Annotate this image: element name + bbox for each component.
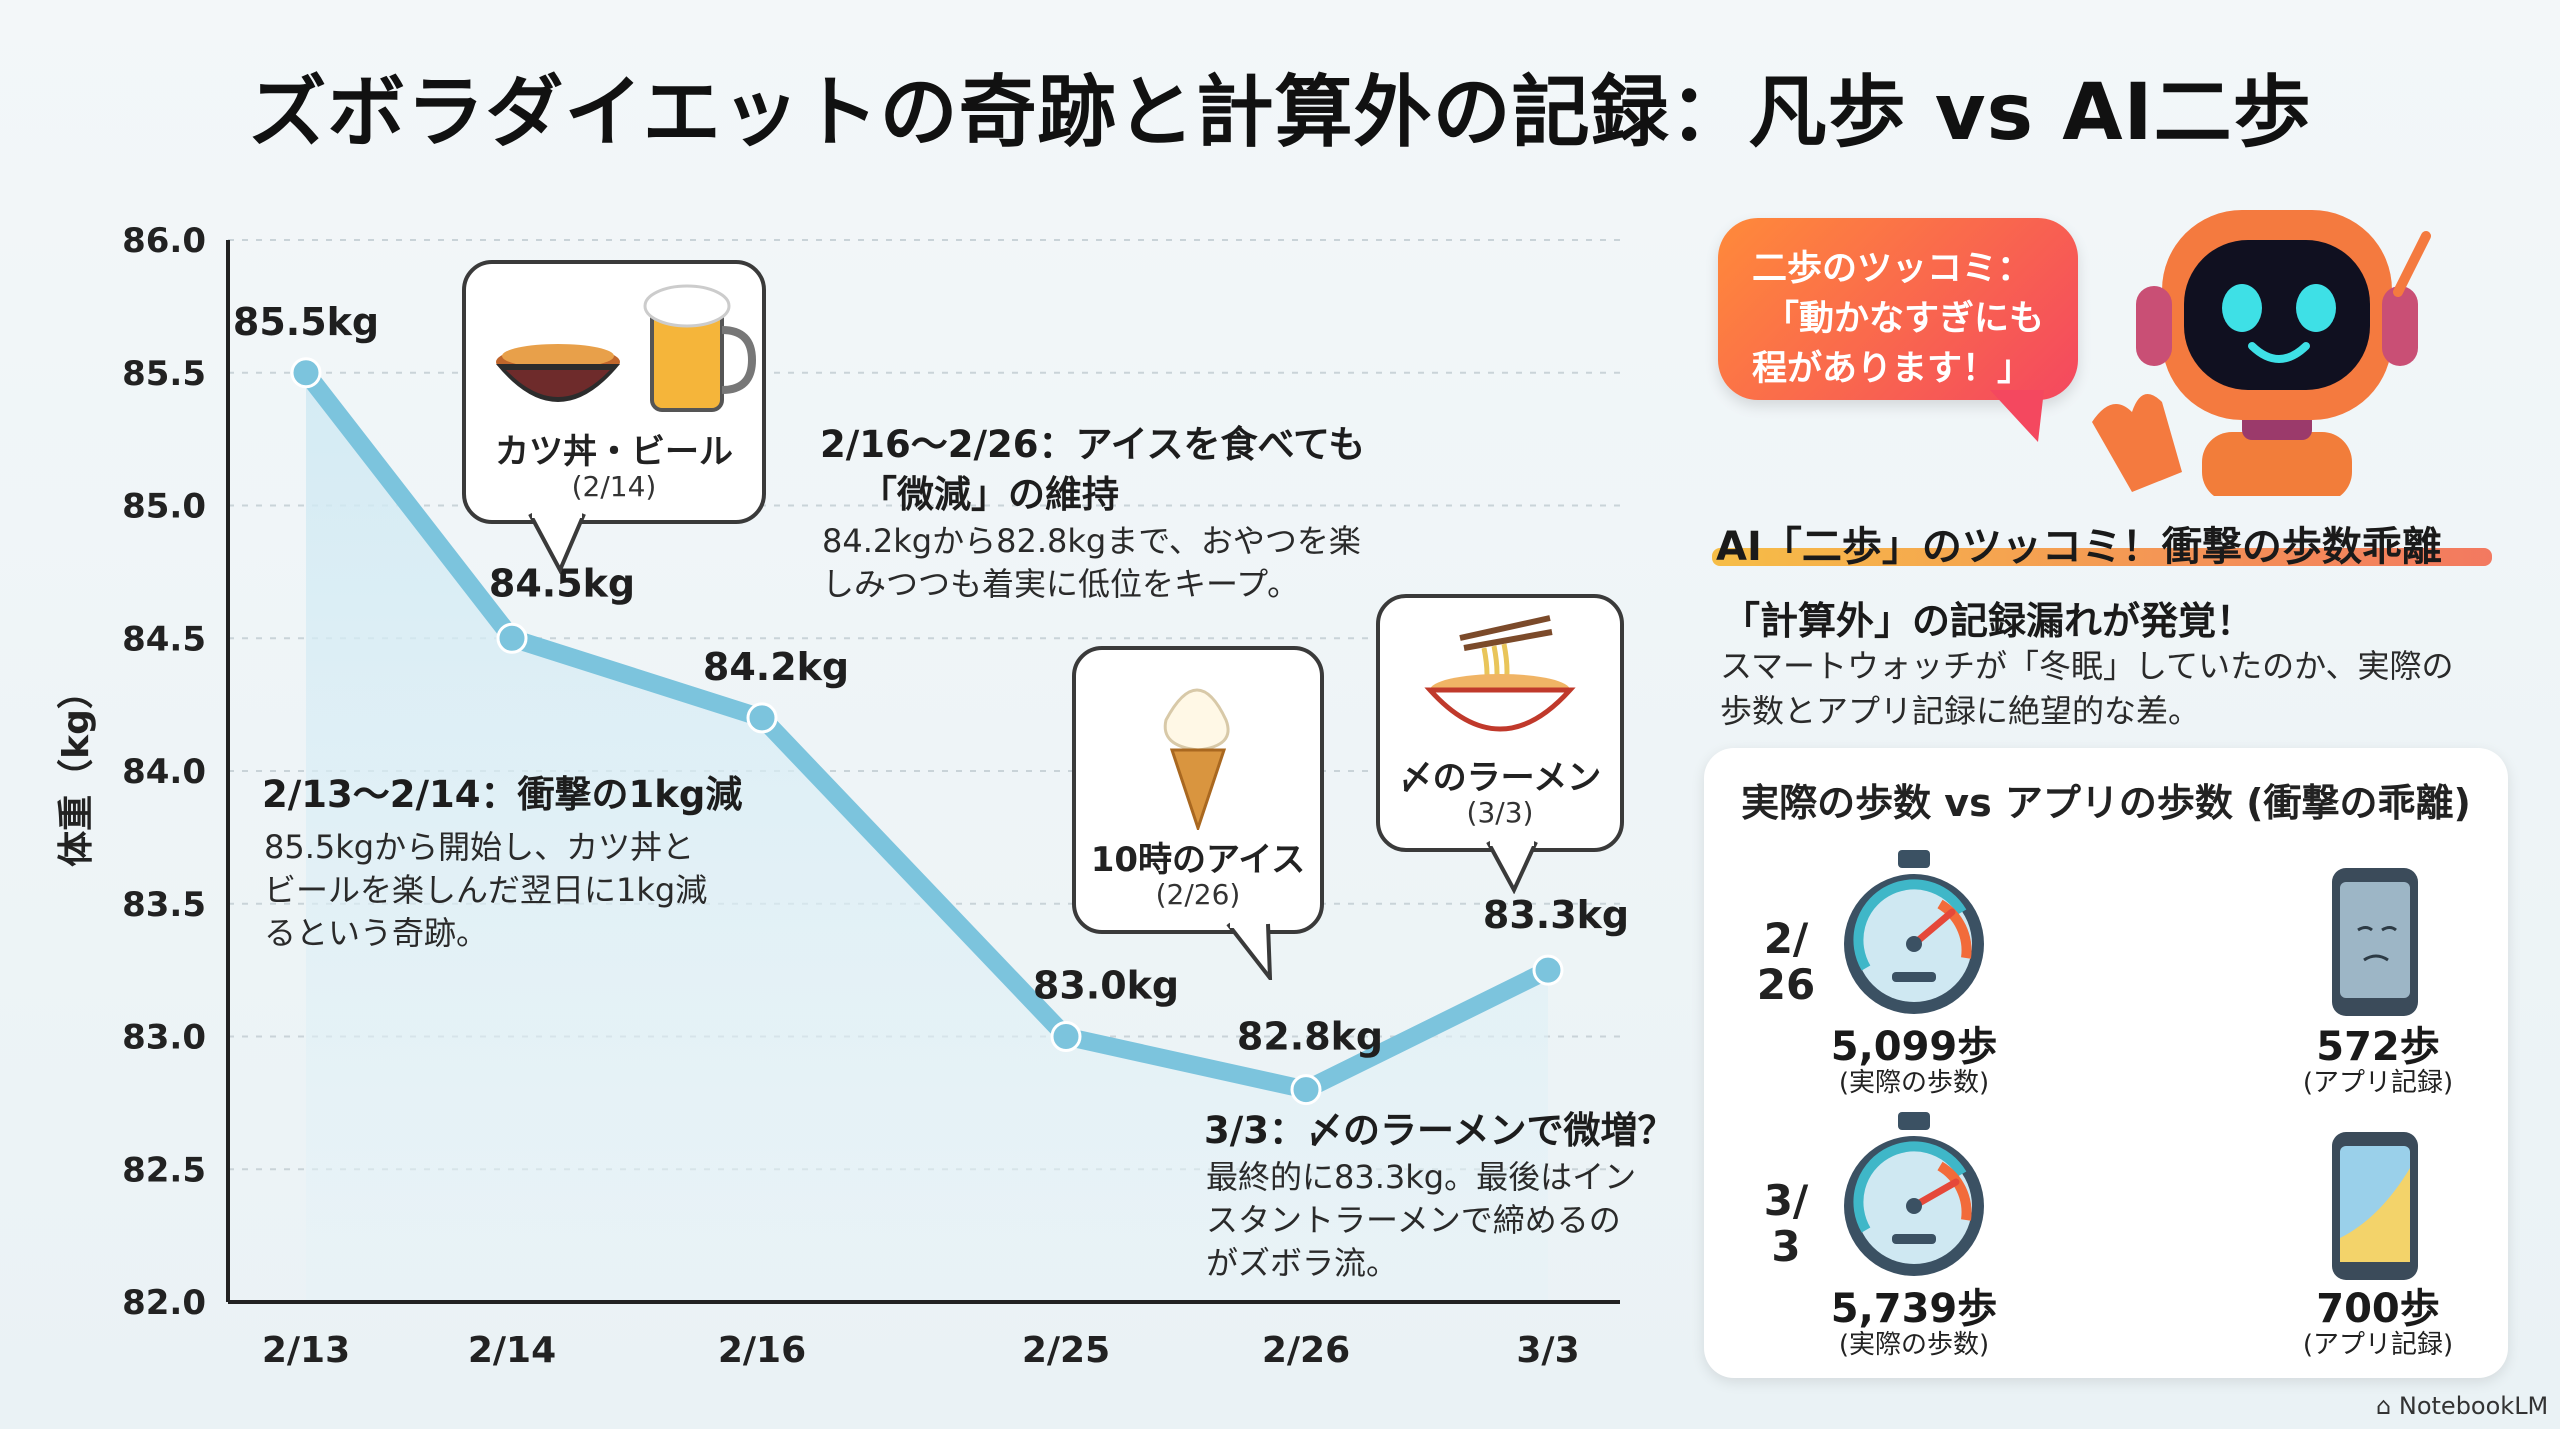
x-tick-label: 2/16	[718, 1330, 806, 1371]
steps-section-subtitle: 「計算外」の記録漏れが発覚！	[1722, 599, 2255, 643]
annotation-1-body: 85.5kgから開始し、カツ丼と ビールを楽しんだ翌日に1kg減 るという奇跡。	[264, 828, 708, 953]
actual-steps-2-26: 5,099歩	[1830, 1024, 1998, 1070]
x-tick-label: 2/14	[468, 1330, 556, 1371]
bubble-ice-cream-label: 10時のアイス	[1090, 840, 1306, 880]
bubble-tail	[1226, 920, 1273, 980]
app-steps-2-26: 572歩	[2316, 1024, 2440, 1070]
data-point	[290, 357, 322, 389]
y-tick-label: 82.0	[122, 1283, 206, 1323]
smartphone-icon	[2332, 1132, 2418, 1280]
katsudon-beer-icon	[496, 284, 757, 412]
bubble-ramen-label: 〆のラーメン	[1398, 758, 1602, 798]
steps-comparison-panel: 実際の歩数 vs アプリの歩数 (衝撃の乖離) 2/ 26 5,099歩 (実際…	[1704, 748, 2508, 1378]
section-underline	[1712, 548, 2492, 566]
actual-steps-3-3: 5,739歩	[1830, 1286, 1998, 1332]
row-date-3-3: 3/ 3	[1763, 1176, 1809, 1272]
app-steps-3-3: 700歩	[2316, 1286, 2440, 1332]
annotation-3-body: 最終的に83.3kg。最後はイン スタントラーメンで締めるの がズボラ流。	[1206, 1158, 1637, 1283]
footer-brand: ⌂ NotebookLM	[2376, 1392, 2549, 1420]
stopwatch-icon	[1844, 850, 1984, 1014]
bubble-ice-cream-date: (2/26)	[1155, 878, 1241, 911]
steps-section-body: スマートウォッチが「冬眠」していたのか、実際の 歩数とアプリ記録に絶望的な差。	[1720, 647, 2454, 731]
actual-steps-label: (実際の歩数)	[1838, 1330, 1990, 1360]
app-steps-label: (アプリ記録)	[2302, 1068, 2454, 1098]
data-point	[1050, 1021, 1082, 1052]
bubble-tail	[528, 510, 586, 574]
app-steps-label: (アプリ記録)	[2302, 1330, 2454, 1360]
data-label: 84.2kg	[703, 645, 849, 689]
ramen-icon	[1424, 615, 1576, 732]
annotation-3-heading: 3/3：〆のラーメンで微増？	[1204, 1109, 1675, 1152]
weight-area	[306, 372, 1548, 1302]
y-tick-label: 83.5	[122, 885, 206, 925]
data-label: 82.8kg	[1237, 1015, 1383, 1059]
bubble-ramen: 〆のラーメン (3/3)	[1376, 594, 1624, 852]
y-tick-label: 83.0	[122, 1018, 206, 1058]
x-tick-label: 2/25	[1022, 1330, 1110, 1371]
weight-line-chart: 82.0 82.5 83.0 83.5 84.0 84.5 85.0 85.5 86.0 2/13…	[56, 221, 1629, 1371]
annotation-2-body: 84.2kgから82.8kgまで、おやつを楽 しみつつも着実に低位をキープ。	[822, 522, 1361, 604]
data-label: 85.5kg	[233, 300, 379, 344]
robot-speech-bubble: 二歩のツッコミ： 「動かなすぎにも 程があります！」	[1718, 218, 2078, 400]
annotation-2-heading: 2/16〜2/26：アイスを食べても 「微減」の維持	[820, 423, 1366, 516]
x-tick-label: 2/13	[262, 1330, 350, 1371]
y-tick-label: 84.0	[122, 752, 206, 792]
bubble-ice-cream: 10時のアイス (2/26)	[1072, 646, 1324, 934]
annotation-1-heading: 2/13〜2/14：衝撃の1kg減	[262, 773, 743, 816]
panel-title: 実際の歩数 vs アプリの歩数 (衝撃の乖離)	[1741, 781, 2471, 825]
page-title: ズボラダイエットの奇跡と計算外の記録：凡歩 vs AI二歩	[248, 68, 2312, 158]
data-point	[496, 622, 528, 654]
data-point	[746, 702, 778, 734]
y-axis-label: 体重（kg）	[56, 673, 97, 867]
y-tick-label: 85.0	[122, 487, 206, 527]
weight-series-line	[297, 363, 1557, 1099]
stopwatch-icon	[1844, 1112, 1984, 1276]
x-tick-label: 3/3	[1516, 1330, 1579, 1371]
bubble-katsudon-label: カツ丼・ビール	[495, 432, 733, 472]
data-point	[1532, 954, 1564, 986]
steps-section-title: AI「二歩」のツッコミ！衝撃の歩数乖離	[1716, 524, 2442, 570]
data-label: 83.0kg	[1033, 964, 1179, 1008]
data-point	[1290, 1074, 1322, 1106]
robot-speech-tail	[1990, 390, 2044, 442]
bubble-katsudon-date: (2/14)	[571, 470, 657, 503]
soft-serve-icon	[1163, 688, 1230, 830]
data-label: 83.3kg	[1483, 893, 1629, 937]
notebooklm-logo-icon: ⌂	[2376, 1392, 2399, 1420]
smartphone-sad-icon	[2332, 868, 2418, 1016]
y-tick-label: 84.5	[122, 619, 206, 659]
row-date-2-26: 2/ 26	[1756, 914, 1816, 1010]
y-tick-label: 82.5	[122, 1150, 206, 1190]
x-tick-label: 2/26	[1262, 1330, 1350, 1371]
bubble-katsudon-beer: カツ丼・ビール (2/14)	[462, 260, 766, 524]
y-tick-label: 85.5	[122, 354, 206, 394]
y-tick-label: 86.0	[122, 221, 206, 261]
bubble-tail	[1486, 838, 1538, 894]
robot-icon	[2092, 210, 2431, 496]
bubble-ramen-date: (3/3)	[1466, 796, 1534, 829]
actual-steps-label: (実際の歩数)	[1838, 1068, 1990, 1098]
